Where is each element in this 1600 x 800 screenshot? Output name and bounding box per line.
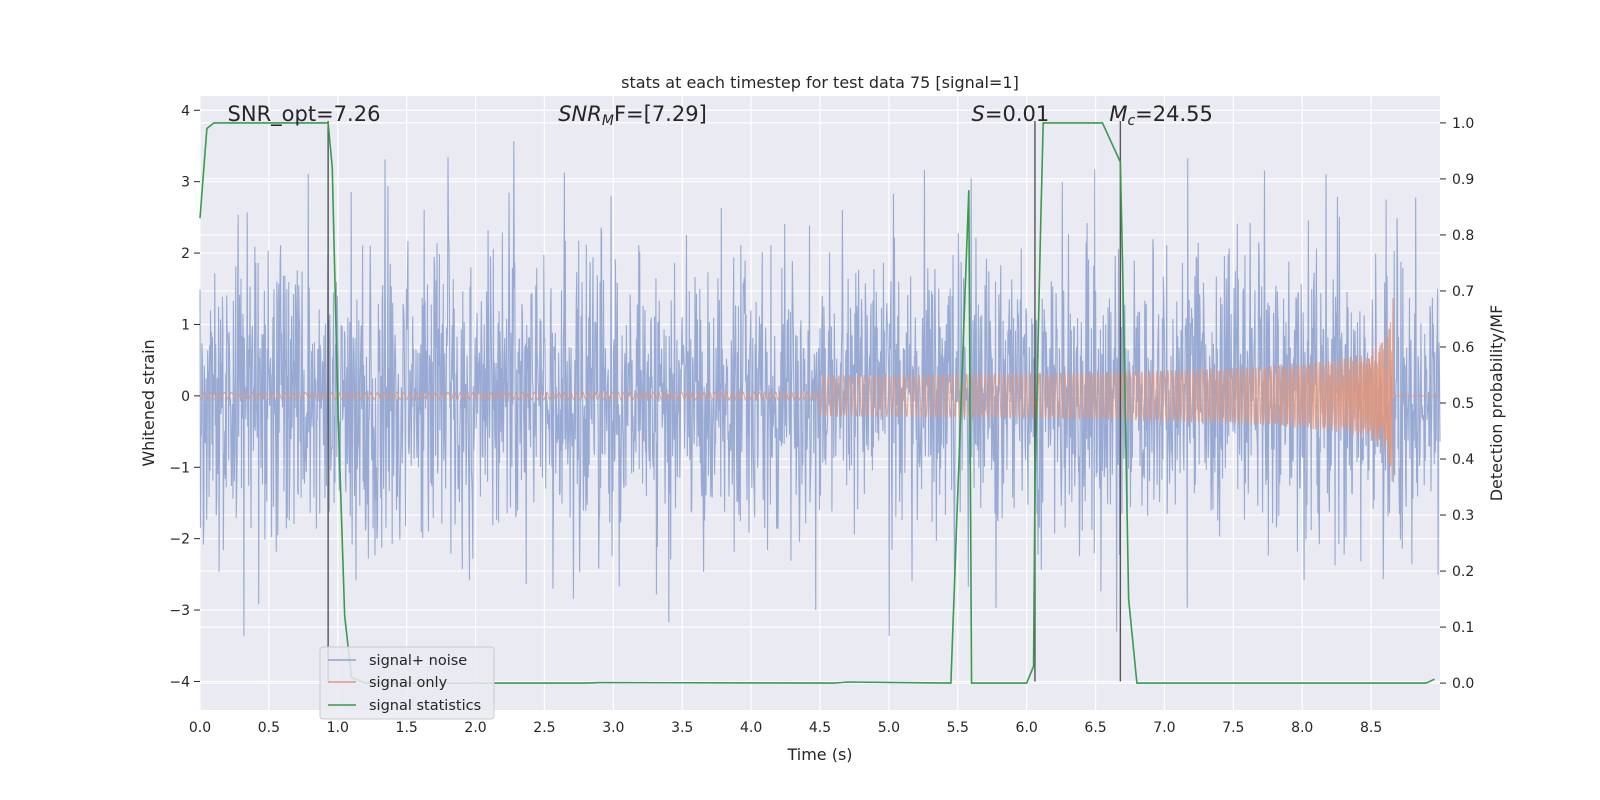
annotation-main: SNR [558, 102, 602, 126]
y-axis-label: Whitened strain [139, 339, 158, 466]
annotation-subscript: c [1127, 113, 1135, 129]
y-tick-label: 3 [181, 175, 190, 191]
x-axis-label: Time (s) [786, 745, 852, 764]
x-tick-label: 4.0 [740, 720, 762, 736]
annotation-main: SNR_opt=7.26 [228, 102, 381, 127]
x-tick-label: 3.5 [671, 720, 693, 736]
y-tick-label: −2 [169, 532, 190, 548]
annotation-main: M [1109, 102, 1127, 126]
y-right-tick-label: 0.1 [1452, 620, 1474, 636]
x-tick-label: 0.5 [258, 720, 280, 736]
chart-title: stats at each timestep for test data 75 … [621, 73, 1019, 92]
signal-only-line [199, 298, 1440, 482]
annotation-rest: =0.01 [985, 102, 1049, 126]
annotation-main: S [972, 102, 985, 126]
annotation-text: SNR_opt=7.26 [228, 102, 381, 127]
y-right-axis-ticks: 1.0 0.9 0.8 0.7 0.6 0.5 0.4 0.3 0.2 0.1 0.0 [1440, 116, 1474, 692]
y-tick-label: 1 [181, 317, 190, 333]
series-signal-statistics [199, 122, 1435, 684]
annotation-subscript: M [602, 113, 614, 129]
series-signal-only [199, 298, 1440, 482]
y-tick-label: −4 [169, 674, 190, 690]
annotation-text: SNRMF=[7.29] [558, 102, 707, 129]
y-tick-label: 2 [181, 246, 190, 262]
y-right-tick-label: 0.8 [1452, 228, 1474, 244]
y-right-tick-label: 0.2 [1452, 564, 1474, 580]
x-axis-ticks: 0.0 0.5 1.0 1.5 2.0 2.5 3.0 3.5 4.0 4.5 5.0 5.5 6.0 6… [189, 720, 1382, 736]
x-tick-label: 7.0 [1153, 720, 1175, 736]
x-tick-label: 6.5 [1084, 720, 1106, 736]
x-tick-label: 1.5 [396, 720, 418, 736]
x-tick-label: 2.0 [464, 720, 486, 736]
x-tick-label: 2.5 [533, 720, 555, 736]
annotation-text: S=0.01 [972, 102, 1050, 126]
x-tick-label: 3.0 [602, 720, 624, 736]
signal-statistics-line [199, 122, 1435, 684]
signal-plus-noise-line [199, 141, 1441, 636]
legend-label-signal-statistics: signal statistics [369, 698, 481, 714]
y-right-tick-label: 0.7 [1452, 284, 1474, 300]
y-right-tick-label: 0.0 [1452, 676, 1474, 692]
x-tick-label: 5.0 [878, 720, 900, 736]
x-tick-label: 4.5 [809, 720, 831, 736]
y-tick-label: 4 [181, 103, 190, 119]
x-tick-label: 1.0 [327, 720, 349, 736]
y-tick-label: −1 [169, 460, 190, 476]
y-right-tick-label: 0.9 [1452, 172, 1474, 188]
y-tick-label: −3 [169, 603, 190, 619]
y-tick-label: 0 [181, 389, 190, 405]
x-tick-label: 6.0 [1016, 720, 1038, 736]
annotation-text: Mc=24.55 [1109, 102, 1213, 129]
x-tick-label: 0.0 [189, 720, 211, 736]
annotation-rest: =24.55 [1135, 102, 1213, 126]
y-right-tick-label: 0.5 [1452, 396, 1474, 412]
legend-box [319, 646, 495, 720]
x-tick-label: 8.5 [1360, 720, 1382, 736]
annotations: SNR_opt=7.26 SNRMF=[7.29] S=0.01 Mc=24.55 [228, 102, 1213, 129]
legend-label-signal-only: signal only [369, 675, 448, 691]
series-signal-plus-noise [199, 141, 1441, 636]
y-right-tick-label: 0.6 [1452, 340, 1474, 356]
annotation-rest: F=[7.29] [614, 102, 707, 126]
x-tick-label: 7.5 [1222, 720, 1244, 736]
x-tick-label: 5.5 [947, 720, 969, 736]
y-right-tick-label: 0.4 [1452, 452, 1474, 468]
y-right-axis-label: Detection probability/MF [1487, 305, 1506, 502]
x-tick-label: 8.0 [1291, 720, 1313, 736]
y-right-tick-label: 1.0 [1452, 116, 1474, 132]
y-right-tick-label: 0.3 [1452, 508, 1474, 524]
legend-label-signal-plus-noise: signal+ noise [369, 653, 467, 669]
legend: signal+ noise signal only signal statist… [319, 646, 495, 720]
y-axis-ticks: 4 3 2 1 0 −1 −2 −3 −4 [169, 103, 200, 690]
